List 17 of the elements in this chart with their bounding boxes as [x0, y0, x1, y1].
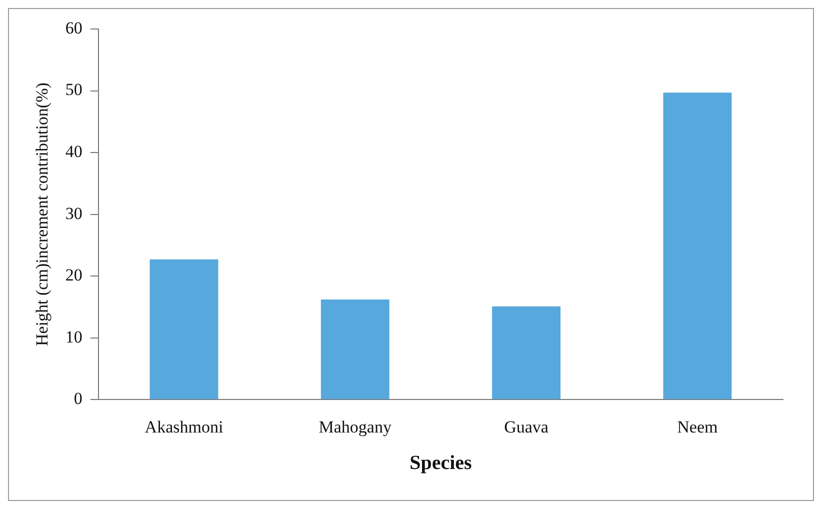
x-axis-title: Species	[410, 452, 472, 474]
y-axis-title: Height (cm)increment contribution(%)	[32, 82, 52, 346]
y-tick-label: 0	[74, 389, 82, 408]
x-tick-label: Mahogany	[318, 417, 392, 436]
y-tick-label: 20	[65, 266, 82, 285]
y-tick-label: 30	[65, 204, 82, 223]
x-tick-label: Akashmoni	[144, 417, 224, 436]
bar	[150, 259, 218, 400]
x-tick-label: Neem	[677, 417, 718, 436]
x-tick-label: Guava	[504, 417, 549, 436]
y-tick-label: 10	[65, 327, 82, 346]
y-tick-label: 60	[65, 18, 82, 38]
bar	[663, 92, 732, 400]
y-tick-label: 40	[65, 142, 82, 161]
y-tick-label: 50	[65, 80, 82, 100]
bar	[320, 300, 390, 400]
bar	[492, 306, 561, 400]
